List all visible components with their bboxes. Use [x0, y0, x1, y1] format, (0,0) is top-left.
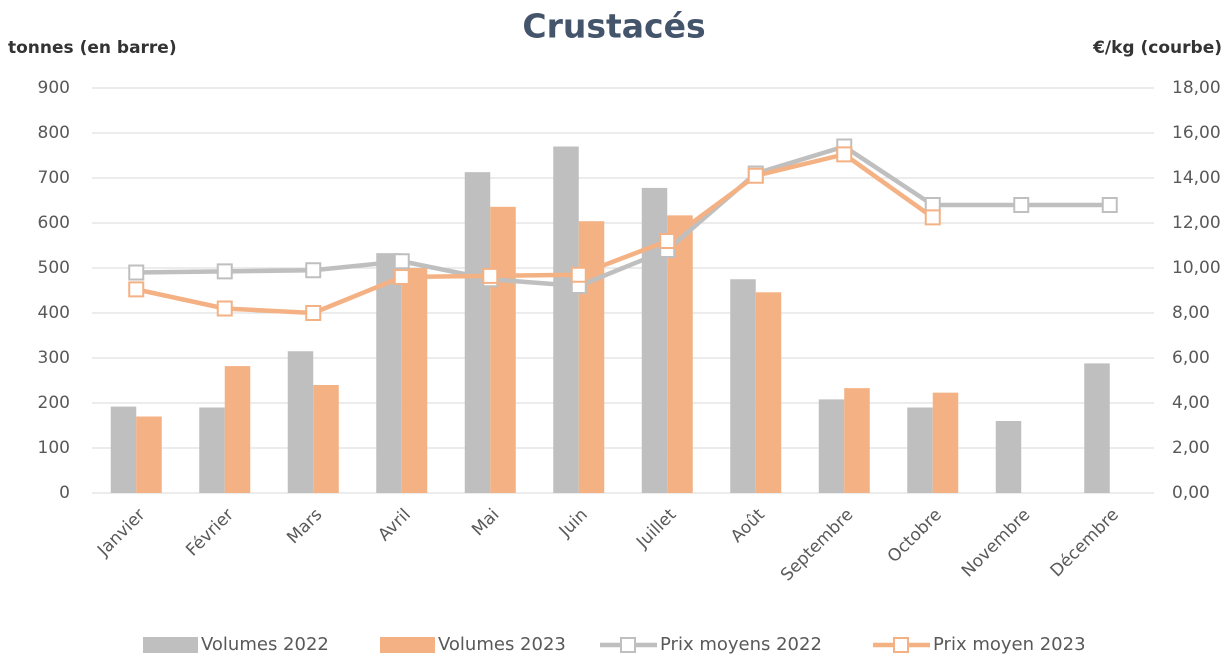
bar [313, 385, 339, 493]
bar [287, 351, 314, 493]
bar [755, 292, 782, 493]
bar [818, 399, 845, 493]
y-tick-label: 500 [38, 258, 70, 278]
line-marker [836, 146, 853, 163]
y2-tick-label: 14,00 [1172, 168, 1221, 188]
chart-title: Crustacés [522, 7, 705, 46]
y2-tick-label: 10,00 [1172, 258, 1221, 278]
x-tick-label: Août [727, 505, 769, 547]
y2-tick-label: 4,00 [1172, 393, 1210, 413]
bar [136, 416, 162, 493]
bar [844, 388, 870, 493]
x-tick-label: Novembre [958, 505, 1034, 581]
legend-label: Volumes 2022 [201, 634, 329, 655]
legend-swatch [893, 637, 909, 653]
bar [110, 406, 137, 493]
bar [376, 253, 402, 493]
bar [995, 421, 1022, 493]
bar [401, 268, 428, 493]
y-axis-title: tonnes (en barre) [8, 38, 177, 58]
x-tick-label: Mai [468, 505, 503, 540]
x-tick-label: Juillet [632, 505, 680, 553]
x-tick-label: Juin [555, 505, 592, 542]
bar [907, 407, 933, 493]
line-marker [924, 209, 941, 226]
bar [490, 206, 516, 494]
line-marker [128, 264, 145, 281]
y-tick-label: 900 [38, 78, 70, 98]
y2-tick-label: 6,00 [1172, 348, 1210, 368]
y-tick-label: 400 [38, 303, 70, 323]
line-marker [216, 300, 233, 317]
y-tick-label: 300 [38, 348, 70, 368]
y2-tick-label: 18,00 [1172, 78, 1221, 98]
x-tick-label: Octobre [884, 505, 946, 567]
line-marker [482, 267, 499, 284]
line-marker [305, 262, 322, 279]
bar [730, 279, 756, 493]
line [135, 152, 935, 316]
legend-swatch [620, 637, 636, 653]
y2-tick-label: 0,00 [1172, 483, 1210, 503]
y-tick-label: 200 [38, 393, 70, 413]
bar [553, 146, 579, 493]
line-marker [570, 266, 587, 283]
line [136, 144, 1110, 289]
line-marker [393, 269, 410, 285]
line-marker [393, 253, 410, 270]
legend-label: Prix moyens 2022 [660, 634, 822, 655]
legend-swatch [143, 637, 198, 653]
y-tick-label: 0 [59, 483, 70, 503]
line-marker [128, 281, 145, 298]
line-marker [216, 263, 233, 280]
x-tick-label: Avril [374, 505, 414, 545]
legend-label: Prix moyen 2023 [933, 634, 1086, 655]
y-tick-label: 700 [38, 168, 70, 188]
x-tick-label: Décembre [1047, 505, 1123, 581]
bar [1084, 363, 1110, 493]
line-marker [747, 167, 764, 184]
line-marker [1013, 197, 1030, 213]
bar [224, 366, 251, 493]
bar [199, 407, 225, 493]
bar [932, 392, 959, 493]
y-tick-label: 800 [38, 123, 70, 143]
y-tick-label: 100 [38, 438, 70, 458]
y2-tick-label: 12,00 [1172, 213, 1221, 233]
y-tick-label: 600 [38, 213, 70, 233]
x-tick-label: Février [182, 505, 238, 561]
bar [578, 221, 605, 493]
x-tick-label: Mars [283, 505, 326, 548]
y2-tick-label: 16,00 [1172, 123, 1221, 143]
x-tick-label: Septembre [777, 505, 857, 585]
line-marker [305, 305, 322, 321]
bar [464, 172, 491, 493]
x-tick-label: Janvier [93, 505, 149, 561]
y2-axis-title: €/kg (courbe) [1092, 38, 1222, 58]
legend-swatch [380, 637, 435, 653]
bar [667, 215, 693, 493]
line-marker [1101, 197, 1118, 213]
legend-label: Volumes 2023 [438, 634, 566, 655]
line-marker [659, 233, 676, 249]
y2-tick-label: 2,00 [1172, 438, 1210, 458]
y2-tick-label: 8,00 [1172, 303, 1210, 323]
